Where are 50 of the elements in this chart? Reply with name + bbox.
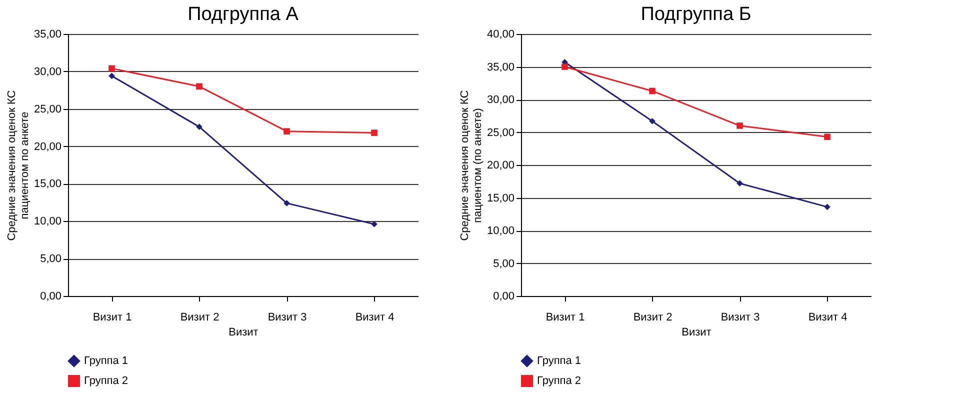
x-axis-title: Визит [682,326,712,338]
y-tick-label: 15,00 [486,192,514,204]
point [284,200,290,206]
x-tick-label: Визит 3 [720,312,760,324]
point [284,128,290,134]
y-tick-label: 0,00 [493,290,514,302]
y-tick-label: 10,00 [34,216,62,228]
point [196,83,202,90]
y-tick-label: 35,00 [486,61,514,74]
y-tick-label: 25,00 [486,126,514,139]
point [371,220,378,228]
y-axis-title: Средние значения оценок КС пациентом по анкете [6,90,31,241]
point [736,122,743,129]
x-tick-label: Визит 4 [355,312,394,324]
point [824,134,830,140]
x-tick-label: Визит 2 [180,312,220,324]
x-axis-title: Визит [228,326,258,338]
point [108,72,115,80]
x-tick-label: Визит 4 [808,312,848,324]
y-tick-label: 40,00 [486,28,514,40]
y-tick-label: 10,00 [486,225,514,237]
point [371,130,378,136]
point [108,65,115,72]
x-tick-label: Визит 3 [268,312,307,324]
y-axis-title: Средние значения оценок КС пациентом (по анкете) [458,90,484,241]
y-tick-label: 35,00 [34,28,62,40]
legend-label: Группа 1 [537,355,582,367]
chart-title: Подгруппа А [188,4,299,25]
legend-label: Группа 2 [84,375,128,387]
point [649,118,656,124]
point [824,204,830,210]
x-tick-label: Визит 1 [546,312,585,324]
legend-label: Группа 1 [84,355,128,367]
legend-label: Группа 2 [537,375,582,387]
x-tick-label: Визит 2 [633,312,672,324]
y-tick-label: 5,00 [493,258,514,270]
y-tick-label: 25,00 [34,103,62,116]
y-tick-label: 20,00 [34,140,62,153]
x-tick-label: Визит 1 [92,312,132,324]
y-tick-label: 0,00 [40,290,62,302]
y-tick-label: 30,00 [34,66,62,78]
point [196,124,202,130]
y-tick-label: 30,00 [486,94,514,106]
y-tick-label: 5,00 [40,253,62,266]
point [736,180,743,186]
point [562,64,568,70]
point [649,88,656,94]
chart-title: Подгруппа Б [640,4,752,25]
y-tick-label: 15,00 [34,178,62,190]
y-tick-label: 20,00 [486,160,514,172]
